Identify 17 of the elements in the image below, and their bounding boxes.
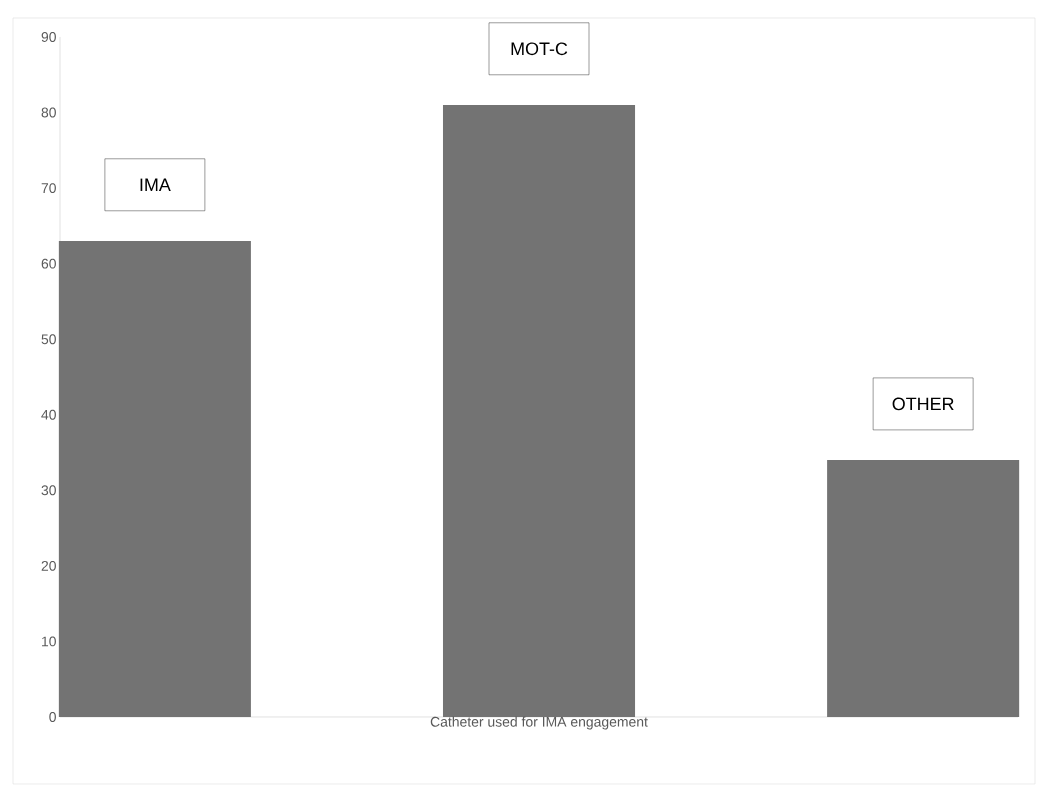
y-tick-label: 0 bbox=[49, 712, 56, 722]
x-tick-label: MOT-C bbox=[511, 42, 568, 56]
x-tick-label: OTHER bbox=[892, 397, 954, 411]
y-tick-label: 80 bbox=[41, 107, 56, 118]
x-tick-label: IMA bbox=[140, 178, 171, 191]
y-tick-label: 10 bbox=[42, 636, 56, 647]
y-tick-label: 40 bbox=[41, 409, 56, 420]
y-tick-label: 30 bbox=[41, 485, 56, 496]
bar bbox=[442, 104, 636, 717]
y-tick-label: 90 bbox=[41, 32, 56, 42]
x-axis-title: Catheter used for IMA engagement bbox=[430, 716, 648, 730]
bar bbox=[58, 240, 251, 717]
y-tick-label: 50 bbox=[41, 334, 56, 345]
y-tick-label: 70 bbox=[41, 183, 56, 194]
y-tick-label: 20 bbox=[41, 560, 56, 571]
bar bbox=[827, 460, 1020, 717]
y-tick-label: 60 bbox=[41, 258, 56, 269]
